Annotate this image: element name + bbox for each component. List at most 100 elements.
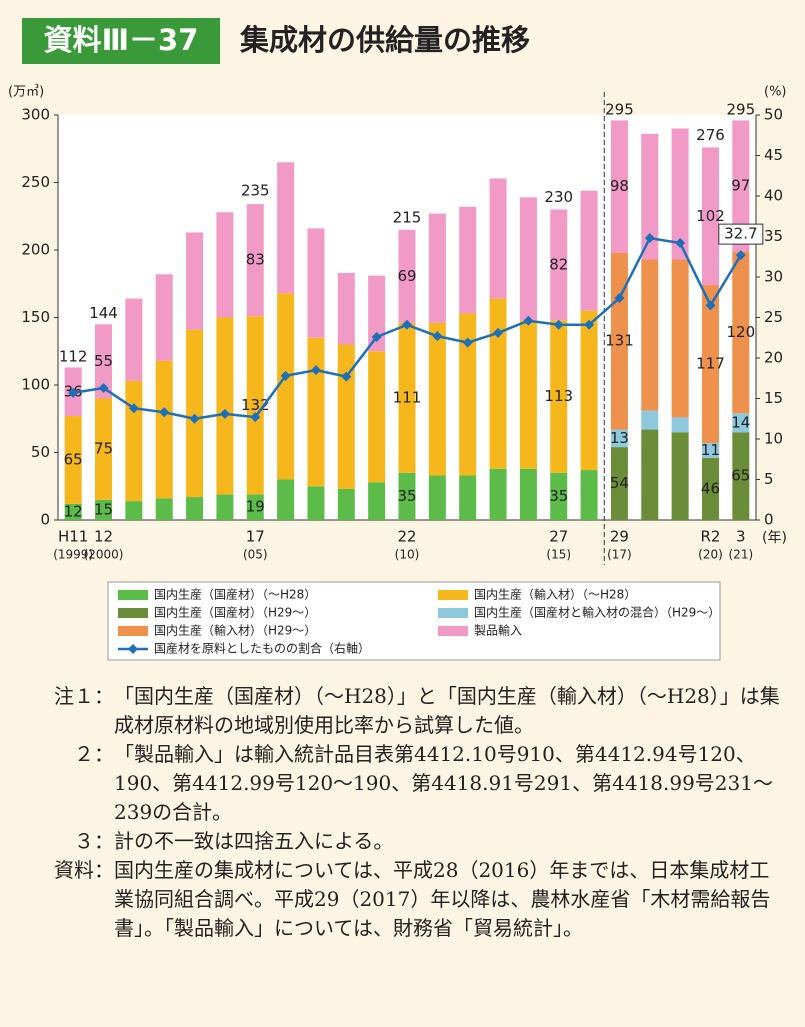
data-label: 117 [696,355,725,373]
data-label: 12 [64,502,83,520]
x-tick-label: R2 [700,528,720,546]
x-tick-sublabel: (2000) [84,548,124,562]
y-tick-label: 0 [40,511,50,529]
bar-segment [641,429,659,520]
data-label: 65 [731,467,750,485]
bar-segment [459,313,477,476]
data-label: 69 [397,267,416,285]
line-marker [371,331,382,342]
note: 資料： 国内生産の集成材については、平成28（2016）年までは、日本集成材工業協… [18,856,788,943]
line-marker [432,331,443,342]
bar-segment [459,475,477,520]
data-label: 83 [246,251,265,269]
line-marker [675,237,686,248]
bar-segment [216,317,234,495]
badge-box [22,18,220,64]
y2-tick-label: 30 [764,268,783,286]
bar-segment [580,190,598,311]
line-marker [735,250,746,261]
data-label: 19 [246,498,265,516]
bar-segment [428,475,446,520]
line-marker [493,327,504,338]
bar-segment [701,457,719,520]
bar-segment [216,212,234,318]
data-label: 32.7 [724,225,757,243]
y-unit: (万㎥) [8,85,44,100]
legend-label: 製品輸入 [474,623,522,638]
bar-segment [610,120,628,253]
y2-tick-label: 50 [764,106,783,124]
x-tick-sublabel: (21) [729,548,754,562]
bar-segment [732,120,750,252]
note-text: 国内生産の集成材については、平成28（2016）年までは、日本集成材工業協同組合… [114,858,771,940]
data-label: 11 [701,441,720,459]
note-label: 注１： [54,684,114,708]
line-marker [219,408,230,419]
bar-segment [398,322,416,473]
bar-segment [610,429,628,448]
y-tick-label: 250 [21,173,50,191]
bar-segment [216,494,234,520]
y2-tick-label: 35 [764,227,783,245]
bar-segment [125,380,143,502]
y2-tick-label: 45 [764,146,783,164]
bar-segment [307,486,325,520]
legend-swatch [438,590,468,600]
y2-tick-label: 15 [764,389,783,407]
bar-segment [277,162,295,294]
data-label: 120 [727,323,756,341]
legend-label: 国内生産（国産材と輸入材の混合）（H29〜） [474,605,720,620]
bar-segment [64,503,82,520]
line-marker [98,382,109,393]
bar-segment [95,324,113,399]
bar-segment [277,293,295,480]
bar-segment [246,494,264,520]
total-label: 295 [727,100,756,118]
bar-segment [277,479,295,520]
line-marker [159,407,170,418]
data-label: 35 [549,487,568,505]
x-tick-sublabel: (1999) [53,548,93,562]
line-marker [553,319,564,330]
bar-segment [64,416,82,504]
bar-segment [186,329,204,498]
x-tick-sublabel: (20) [698,548,723,562]
x-unit: (年) [762,530,787,546]
bar-segment [701,443,719,458]
bar-segment [368,482,386,520]
y2-tick-label: 5 [764,470,774,488]
legend-swatch [118,608,148,618]
bar-segment [671,417,689,433]
data-label: 13 [610,429,629,447]
legend-label: 国内生産（国産材）（〜H28） [154,587,316,602]
legend-swatch [438,626,468,636]
bar-segment [641,133,659,260]
line-marker [644,233,655,244]
total-label: 112 [59,347,88,365]
data-label: 102 [696,207,725,225]
data-label: 15 [94,500,113,518]
x-tick-label: 22 [397,528,416,546]
bar-segment [428,213,446,323]
bar-segment [519,468,537,520]
bar-segment [550,472,568,520]
bar-segment [610,252,628,430]
bar-segment [186,232,204,330]
x-tick-label: 29 [610,528,629,546]
bar-segment [701,147,719,286]
notes: 注１： 「国内生産（国産材）（〜H28）」と「国内生産（輸入材）（〜H28）」は集… [18,682,788,943]
bar-segment [246,316,264,495]
line-marker [68,387,79,398]
bar-segment [337,488,355,520]
bar-segment [671,432,689,520]
total-label: 144 [89,304,118,322]
total-label: 295 [605,100,634,118]
bar-segment [307,228,325,338]
legend-swatch [118,590,148,600]
bar-segment [732,413,750,433]
bar-segment [671,259,689,418]
x-tick-label: 3 [736,528,746,546]
bar-segment [459,206,477,314]
note: ３： 計の不一致は四捨五入による。 [18,827,788,856]
bar-segment [671,128,689,260]
